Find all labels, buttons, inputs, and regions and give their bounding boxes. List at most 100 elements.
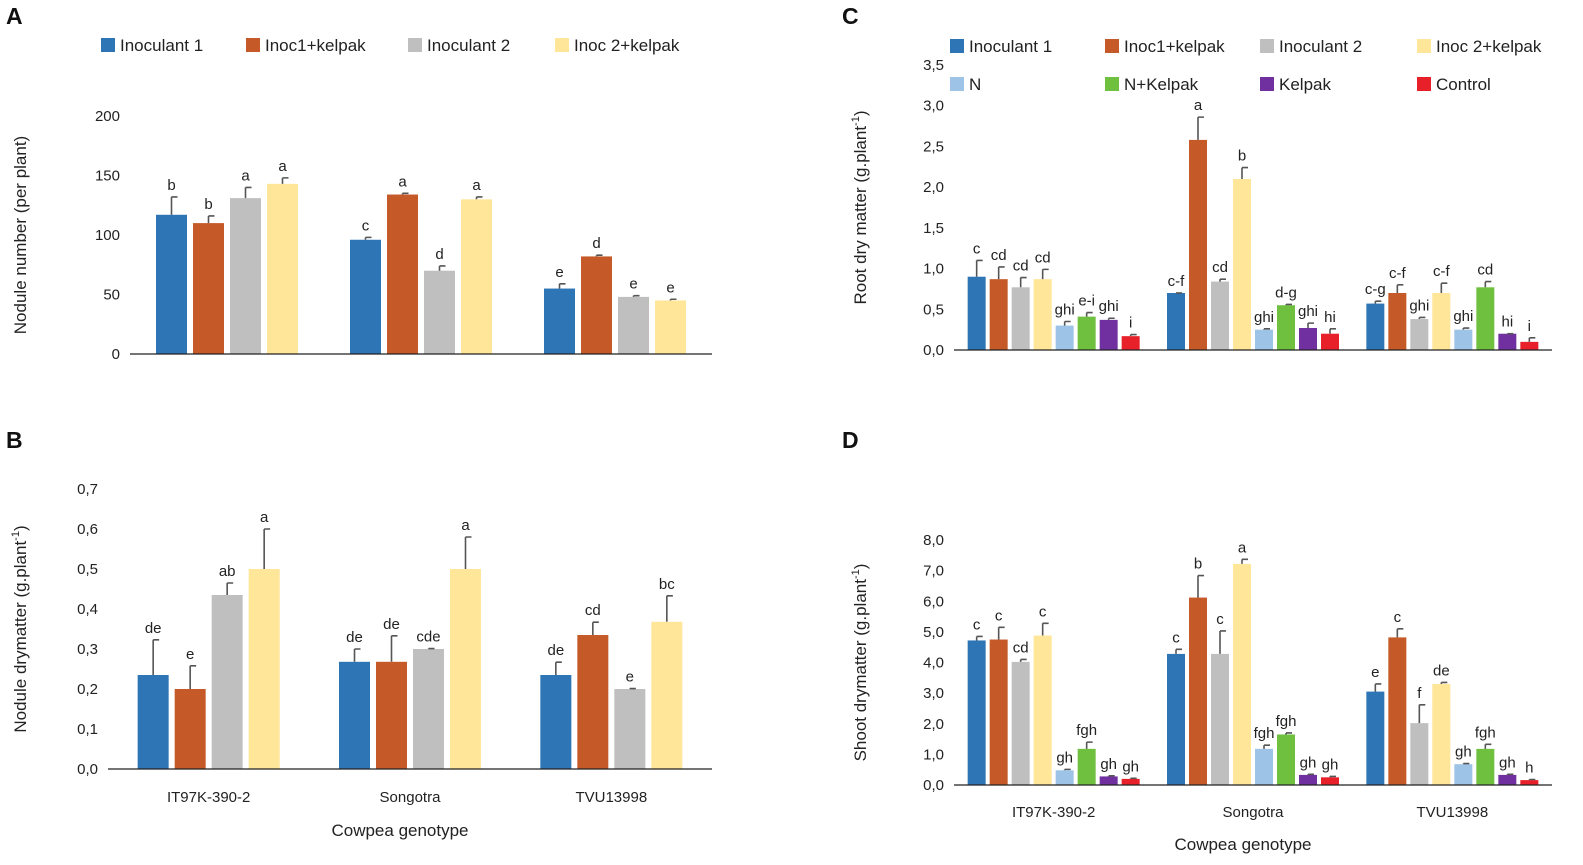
panel-b-bar-inoculant-1-it97k-390-2 [137, 675, 169, 769]
panel-d-bar-inoculant-1-songotra [1167, 653, 1185, 785]
panel-a-sig-label-inoc1-kelpak-songotra: a [398, 173, 407, 190]
panel-b-error-bar-inoc-2-kelpak-songotra [464, 536, 472, 569]
panel-b-category-label-songotra: Songotra [380, 789, 442, 806]
panel-a-sig-label-inoc1-kelpak-it97k-390-2: b [204, 196, 212, 213]
panel-c-sig-label-inoc-2-kelpak-it97k-390-2: cd [1035, 249, 1051, 266]
panel-d-error-bar-inoc1-kelpak-songotra [1197, 574, 1204, 598]
panel-c-bar-control-it97k-390-2 [1121, 336, 1140, 350]
panel-d-bar-n-kelpak-tvu13998 [1476, 748, 1495, 785]
panel-c-error-bar-n-kelpak-songotra [1285, 303, 1292, 306]
panel-d-error-bar-kelpak-it97k-390-2 [1107, 775, 1115, 777]
panel-a-legend-item-inoculant-1: Inoculant 1 [101, 36, 203, 55]
panel-c-ytick-label: 3,5 [923, 57, 944, 74]
panel-c-error-bar-inoc1-kelpak-it97k-390-2 [997, 266, 1005, 280]
panel-d-error-bar-inoc1-kelpak-tvu13998 [1396, 628, 1404, 638]
panel-c-bar-inoculant-2-it97k-390-2 [1011, 287, 1030, 350]
panel-c-sig-label-inoc-2-kelpak-tvu13998: c-f [1433, 263, 1450, 280]
panel-d-sig-label-n-kelpak-it97k-390-2: fgh [1076, 722, 1097, 739]
panel-a-legend-label-inoculant-1: Inoculant 1 [120, 36, 203, 55]
panel-d-category-label-songotra: Songotra [1223, 804, 1285, 821]
panel-d-sig-label-n-songotra: fgh [1254, 725, 1275, 742]
panel-d-error-bar-n-tvu13998 [1462, 762, 1470, 765]
panel-c-sig-label-control-it97k-390-2: i [1129, 315, 1132, 332]
panel-a-ytick-label: 150 [95, 168, 120, 185]
panel-d-error-bar-control-it97k-390-2 [1129, 777, 1137, 780]
panel-d-category-label-it97k-390-2: IT97K-390-2 [1012, 804, 1095, 821]
panel-d-sig-label-inoculant-1-songotra: c [1172, 629, 1180, 646]
panel-c-legend-swatch-control [1417, 77, 1431, 91]
panel-c-legend-item-inoculant-1: Inoculant 1 [950, 37, 1052, 56]
panel-d-sig-label-inoc-2-kelpak-songotra: a [1238, 539, 1247, 556]
panel-a-error-bar-inoculant-1-songotra [364, 236, 372, 240]
panel-a-sig-label-inoculant-1-tvu13998: e [555, 264, 563, 281]
panel-a-error-bar-inoc1-kelpak-songotra [401, 192, 409, 195]
panel-c-error-bar-inoculant-2-it97k-390-2 [1019, 276, 1027, 288]
panel-a-error-bar-inoculant-1-tvu13998 [558, 282, 566, 289]
panel-d-sig-label-inoc-2-kelpak-tvu13998: de [1433, 662, 1450, 679]
panel-b-error-bar-inoculant-1-tvu13998 [555, 661, 562, 675]
panel-b-sig-label-inoc1-kelpak-tvu13998: cd [585, 602, 601, 619]
panel-c-error-bar-inoc-2-kelpak-it97k-390-2 [1041, 268, 1049, 280]
panel-d-sig-label-n-tvu13998: gh [1455, 744, 1472, 761]
panel-c-legend-swatch-inoc1-kelpak [1105, 39, 1119, 53]
panel-c-sig-label-n-kelpak-it97k-390-2: e-i [1078, 293, 1095, 310]
panel-b-nodule-drymatter: B 0,0 0,1 0,2 0,3 0,4 0,5 0,6 0,7 Nodule drymatte… [6, 427, 712, 840]
panel-c-y-axis-label: Root dry matter (g.plant-1) [850, 110, 871, 304]
panel-c-legend-item-inoculant-2: Inoculant 2 [1260, 37, 1362, 56]
panel-d-error-bar-n-kelpak-songotra [1285, 732, 1292, 735]
panel-b-error-bar-inoculant-2-it97k-390-2 [226, 582, 234, 595]
panel-c-bar-inoculant-1-songotra [1167, 293, 1185, 350]
panel-c-legend-item-inoc1-kelpak: Inoc1+kelpak [1105, 37, 1225, 56]
panel-d-bar-inoc-2-kelpak-it97k-390-2 [1033, 635, 1052, 785]
panel-c-error-bar-n-tvu13998 [1462, 327, 1470, 330]
panel-a-error-bar-inoc-2-kelpak-tvu13998 [669, 298, 677, 301]
panel-d-sig-label-inoculant-1-it97k-390-2: c [973, 616, 981, 633]
panel-d-error-bar-kelpak-songotra [1307, 773, 1314, 776]
panel-c-legend-item-inoc-2-kelpak: Inoc 2+kelpak [1417, 37, 1542, 56]
panel-b-error-bar-inoc-2-kelpak-tvu13998 [666, 595, 673, 622]
panel-a-legend-item-inoc-2-kelpak: Inoc 2+kelpak [555, 36, 680, 55]
panel-c-legend-label-inoc1-kelpak: Inoc1+kelpak [1124, 37, 1225, 56]
panel-c-legend-swatch-inoculant-1 [950, 39, 964, 53]
panel-d-bar-control-tvu13998 [1520, 780, 1539, 785]
panel-d-error-bar-control-songotra [1329, 775, 1336, 778]
panel-c-legend-swatch-n-kelpak [1105, 77, 1119, 91]
panel-d-sig-label-control-songotra: gh [1322, 756, 1339, 773]
panel-c-sig-label-inoculant-2-it97k-390-2: cd [1013, 258, 1029, 275]
panel-c-sig-label-inoc1-kelpak-songotra: a [1194, 97, 1203, 114]
panel-a-bar-inoc1-kelpak-songotra [387, 194, 418, 354]
panel-d-ytick-label: 8,0 [923, 532, 944, 549]
panel-c-sig-label-kelpak-tvu13998: hi [1501, 314, 1513, 331]
panel-b-ytick-label: 0,6 [77, 521, 98, 538]
panel-c-error-bar-kelpak-it97k-390-2 [1107, 317, 1115, 320]
panel-d-error-bar-n-kelpak-tvu13998 [1484, 743, 1492, 749]
panel-c-sig-label-inoc-2-kelpak-songotra: b [1238, 148, 1246, 165]
panel-d-x-axis-label: Cowpea genotype [1174, 835, 1311, 854]
panel-d-bar-inoc-2-kelpak-songotra [1233, 563, 1251, 785]
panel-d-sig-label-inoculant-2-songotra: c [1216, 611, 1224, 628]
panel-c-legend-swatch-kelpak [1260, 77, 1274, 91]
panel-b-error-bar-inoc1-kelpak-it97k-390-2 [189, 665, 197, 689]
panel-c-legend-item-n: N [950, 75, 981, 94]
panel-a-bar-inoc-2-kelpak-songotra [461, 199, 492, 354]
panel-d-category-label-tvu13998: TVU13998 [1416, 804, 1488, 821]
panel-d-bar-inoculant-1-it97k-390-2 [967, 640, 986, 785]
panel-c-legend-swatch-inoculant-2 [1260, 39, 1274, 53]
panel-c-error-bar-n-kelpak-it97k-390-2 [1085, 311, 1093, 317]
panel-c-error-bar-inoc1-kelpak-tvu13998 [1396, 284, 1404, 293]
panel-a-bar-inoculant-2-songotra [424, 270, 455, 354]
panel-c-sig-label-inoc1-kelpak-it97k-390-2: cd [991, 247, 1007, 264]
panel-b-sig-label-inoc-2-kelpak-it97k-390-2: a [260, 509, 269, 526]
panel-b-sig-label-inoculant-2-it97k-390-2: ab [219, 563, 236, 580]
panel-c-error-bar-n-songotra [1263, 328, 1270, 330]
panel-a-y-axis-label: Nodule number (per plant) [11, 136, 30, 334]
panel-c-legend-item-n-kelpak: N+Kelpak [1105, 75, 1199, 94]
panel-b-category-label-tvu13998: TVU13998 [575, 789, 647, 806]
panel-d-y-axis-label: Shoot drymatter (g.plant-1) [850, 564, 871, 762]
panel-d-sig-label-inoc1-kelpak-tvu13998: c [1394, 609, 1402, 626]
panel-a-legend-swatch-inoculant-1 [101, 38, 115, 52]
panel-a-nodule-number: A Inoculant 1 Inoc1+kelpak Inoculant 2 Inoc … [6, 3, 712, 363]
panel-a-error-bar-inoc-2-kelpak-it97k-390-2 [281, 177, 289, 184]
panel-d-error-bar-inoc-2-kelpak-songotra [1241, 558, 1248, 564]
panel-c-ytick-label: 2,0 [923, 179, 944, 196]
